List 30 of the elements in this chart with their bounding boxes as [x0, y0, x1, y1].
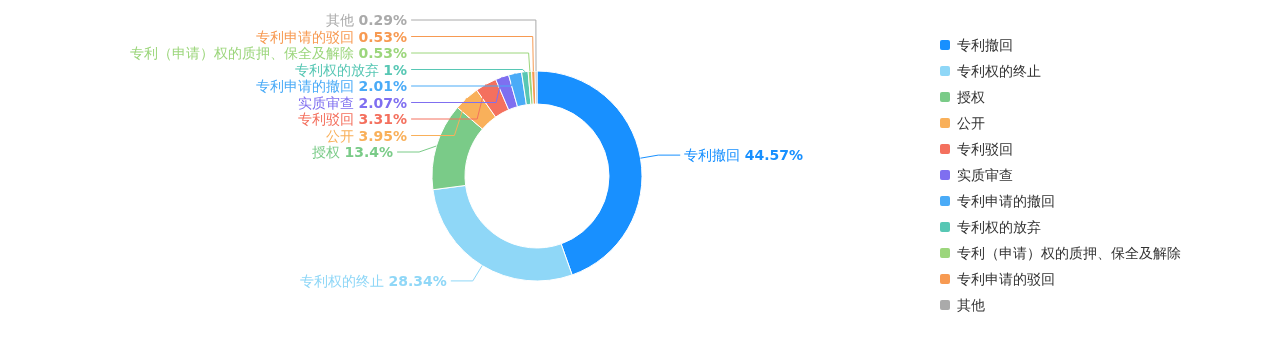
- legend-label: 专利权的放弃: [957, 219, 1041, 235]
- slice-label: 公开: [326, 127, 359, 144]
- slice-label: 专利撤回: [684, 147, 745, 164]
- data-label: 1%: [383, 61, 408, 78]
- legend-label: 公开: [957, 115, 985, 131]
- slice-label: 专利申请的驳回: [256, 28, 359, 45]
- data-label: 0.29%: [358, 12, 408, 28]
- legend-label: 授权: [957, 89, 985, 105]
- data-label: 28.34%: [388, 272, 447, 289]
- legend-label: 其他: [957, 297, 985, 313]
- data-label: 3.95%: [358, 127, 408, 144]
- slice-label: 专利权的放弃: [294, 61, 384, 78]
- slice-label: 专利（申请）权的质押、保全及解除: [130, 45, 359, 61]
- slice-label: 专利申请的撤回: [256, 78, 359, 94]
- data-label: 13.4%: [344, 144, 394, 160]
- legend-label: 专利权的终止: [957, 63, 1041, 79]
- data-label: 2.07%: [358, 94, 408, 111]
- data-label: 0.53%: [358, 28, 408, 45]
- data-label: 2.01%: [358, 78, 408, 94]
- slice-label: 实质审查: [298, 94, 359, 111]
- legend-label: 实质审查: [957, 167, 1013, 183]
- slice-label: 其他: [326, 12, 359, 28]
- slice-label: 授权: [312, 144, 345, 160]
- data-label: 3.31%: [358, 111, 408, 127]
- data-label: 44.57%: [744, 147, 803, 164]
- slice-label: 专利权的终止: [300, 272, 389, 289]
- legend-label: 专利驳回: [957, 141, 1013, 157]
- slice-label: 专利驳回: [298, 111, 359, 127]
- data-label: 0.53%: [358, 45, 408, 61]
- legend-label: 专利撤回: [957, 37, 1013, 53]
